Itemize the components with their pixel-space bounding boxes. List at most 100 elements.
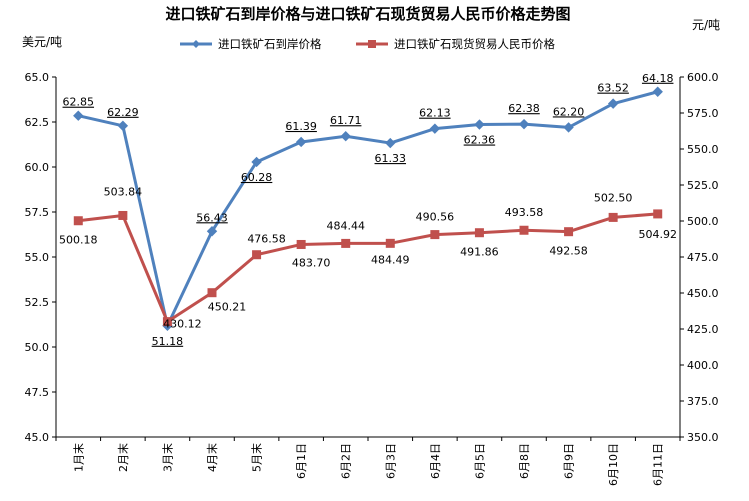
x-category-label: 1月末 <box>71 443 85 472</box>
y-right-tick-label: 350.0 <box>687 431 719 444</box>
y-right-tick-label: 425.0 <box>687 323 719 336</box>
series-1-point-marker <box>251 156 262 168</box>
series-2-point-marker <box>608 212 618 222</box>
series-1-point-marker <box>385 137 396 149</box>
series-2-data-label: 493.58 <box>505 206 544 219</box>
series-1-data-label: 61.71 <box>330 114 362 127</box>
x-category-label: 6月9日 <box>563 443 576 479</box>
y-right-tick-label: 600.0 <box>687 71 719 84</box>
x-category-label: 5月末 <box>250 443 264 472</box>
series-2-data-label: 450.21 <box>208 301 247 314</box>
series-1-data-label: 51.18 <box>152 335 184 348</box>
legend: 进口铁矿石到岸价格 进口铁矿石现货贸易人民币价格 <box>180 37 555 51</box>
x-category-label: 6月1日 <box>295 443 308 479</box>
series-2-point-marker <box>385 238 395 248</box>
x-category-label: 6月3日 <box>384 443 397 479</box>
series-2-point-marker <box>430 230 440 240</box>
series-2-data-label: 483.70 <box>292 256 331 269</box>
series-1-data-label: 61.39 <box>285 120 317 133</box>
y-left-tick-label: 50.0 <box>25 341 50 354</box>
series-line-2 <box>78 212 658 324</box>
y-left-tick-label: 62.5 <box>25 116 50 129</box>
x-category-label: 4月末 <box>205 443 219 472</box>
y-left-tick-label: 55.0 <box>25 251 50 264</box>
series-2-data-label: 490.56 <box>416 211 455 224</box>
series-1-point-marker <box>340 131 351 142</box>
x-category-label: 6月10日 <box>607 443 620 486</box>
y-right-tick-label: 450.0 <box>687 287 719 300</box>
series-2-point-marker <box>653 209 663 219</box>
series-2-data-label: 484.49 <box>371 253 410 266</box>
y-right-tick-label: 550.0 <box>687 143 719 156</box>
legend-marker-series-1 <box>192 40 200 48</box>
series-1-data-label: 64.18 <box>642 72 674 85</box>
y-left-tick-label: 47.5 <box>25 386 50 399</box>
legend-label-series-2: 进口铁矿石现货贸易人民币价格 <box>394 37 555 51</box>
x-category-label: 6月5日 <box>473 443 486 479</box>
series-1-point-marker <box>652 86 663 97</box>
series-2-point-marker <box>118 210 128 220</box>
series-1-point-marker <box>73 110 84 121</box>
y-right-tick-label: 525.0 <box>687 179 719 192</box>
series-2-point-marker <box>207 288 217 298</box>
x-category-label: 6月4日 <box>429 443 442 479</box>
legend-marker-series-2 <box>368 40 376 48</box>
series-1-data-label: 62.29 <box>107 106 139 119</box>
series-1-point-marker <box>206 226 218 237</box>
series-1-point-marker <box>429 123 441 134</box>
series-2-point-marker <box>474 228 484 238</box>
x-category-label: 3月末 <box>160 443 174 472</box>
series-1-data-label: 62.38 <box>508 102 540 115</box>
y-left-tick-label: 65.0 <box>25 71 50 84</box>
series-2-data-label: 430.12 <box>163 318 202 331</box>
y-right-tick-label: 475.0 <box>687 251 719 264</box>
series-1-point-marker <box>295 136 307 148</box>
series-2-point-marker <box>296 239 306 249</box>
y-left-tick-label: 52.5 <box>25 296 50 309</box>
series-2-data-label: 476.58 <box>247 233 286 246</box>
series-2-point-marker <box>162 317 172 327</box>
series-2-point-marker <box>252 250 262 260</box>
series-1-data-label: 62.20 <box>553 105 585 118</box>
series-2-data-label: 491.86 <box>460 246 499 259</box>
y-right-tick-label: 500.0 <box>687 215 719 228</box>
series-1-data-label: 63.52 <box>597 82 629 95</box>
series-2-point-marker <box>73 216 83 226</box>
x-category-label: 6月11日 <box>652 443 665 486</box>
axes: 45.0 47.5 50.0 52.5 55.0 57.5 60.0 62.5 65.0 350.… <box>25 71 719 486</box>
series-1-point-marker <box>607 98 619 109</box>
left-axis-unit: 美元/吨 <box>22 35 62 49</box>
x-category-label: 6月2日 <box>340 443 353 479</box>
series-1-point-marker <box>518 118 530 130</box>
series-1-point-marker <box>117 120 129 131</box>
y-left-tick-label: 45.0 <box>25 431 50 444</box>
series-1-point-marker <box>563 122 574 133</box>
series-2-data-label: 503.84 <box>104 185 143 198</box>
series-2-data-label: 492.58 <box>549 245 588 258</box>
y-left-tick-label: 57.5 <box>25 206 50 219</box>
y-right-tick-label: 400.0 <box>687 359 719 372</box>
series-2-data-label: 500.18 <box>59 234 98 247</box>
plot-area: 62.85 62.29 51.18 56.43 60.28 61.39 61.71 61.33… <box>59 72 677 348</box>
series-line-1 <box>77 90 659 328</box>
series-1-data-label: 62.85 <box>63 96 95 109</box>
series-2-point-marker <box>564 227 574 237</box>
series-2-data-label: 484.44 <box>326 219 365 232</box>
x-category-label: 6月8日 <box>518 443 531 479</box>
legend-label-series-1: 进口铁矿石到岸价格 <box>218 37 322 51</box>
y-right-tick-label: 375.0 <box>687 395 719 408</box>
series-1-data-label: 62.36 <box>464 134 496 147</box>
series-1-point-marker <box>474 119 485 130</box>
series-1-data-label: 60.28 <box>241 171 273 184</box>
x-category-label: 2月末 <box>116 443 130 472</box>
series-2-point-marker <box>519 225 529 235</box>
series-1-data-label: 56.43 <box>196 211 228 224</box>
right-axis-unit: 元/吨 <box>692 18 720 32</box>
series-2-point-marker <box>341 238 351 248</box>
series-2-data-label: 502.50 <box>594 191 633 204</box>
series-2-data-label: 504.92 <box>638 228 677 241</box>
y-right-tick-label: 575.0 <box>687 107 719 120</box>
series-1-data-label: 62.13 <box>419 107 451 120</box>
